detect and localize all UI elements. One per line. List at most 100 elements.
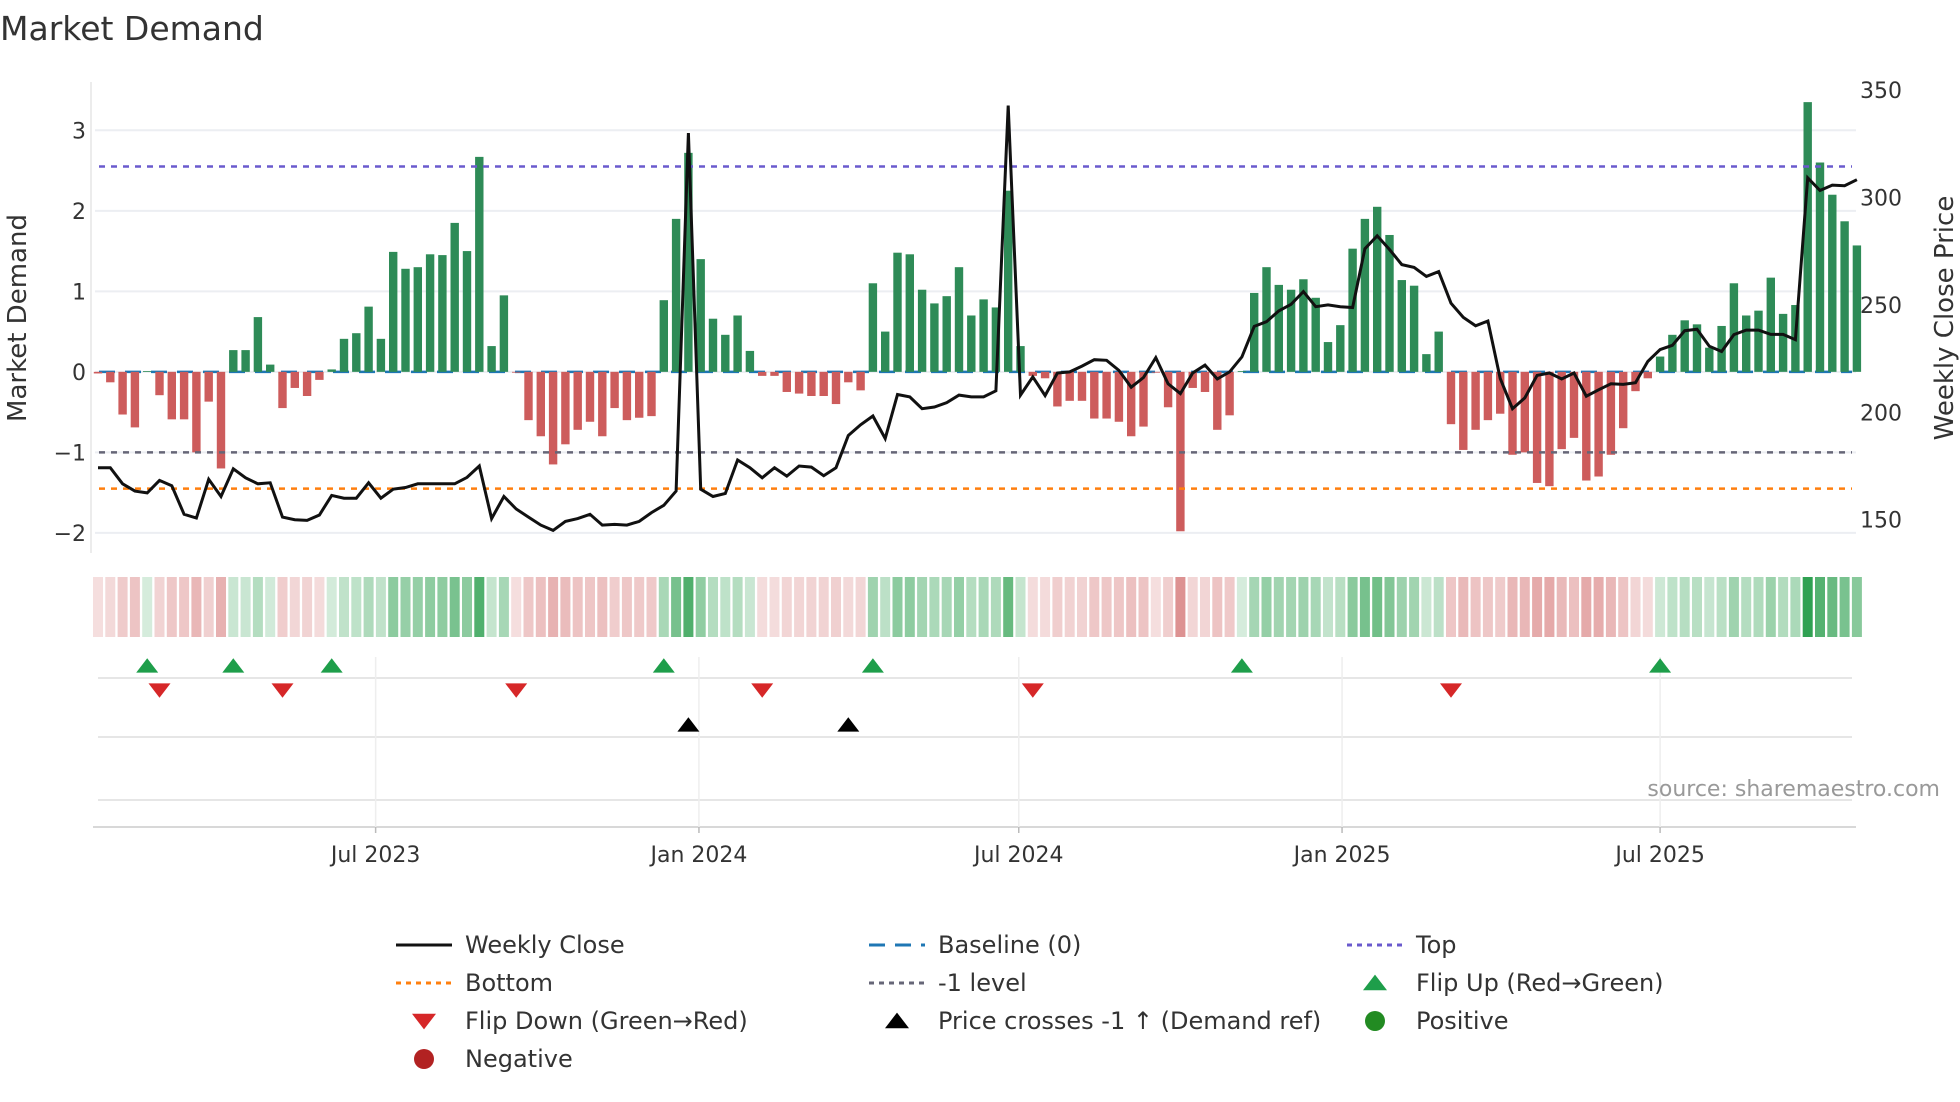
heatmap-cell [535,577,546,637]
demand-bar-negative [1619,371,1628,429]
demand-bar-negative [1188,371,1197,388]
heatmap-cell [929,577,940,637]
heatmap-cell [277,577,288,637]
x-tick-label: Jul 2025 [1613,843,1705,868]
weekly-close-polyline [98,105,1858,533]
heatmap-cell [462,577,472,637]
weekly-close-line [98,105,1858,533]
heatmap-cell [1003,577,1014,637]
heatmap-cell [1519,577,1530,637]
heatmap-cell [1310,577,1321,637]
demand-bar-negative [573,371,582,430]
heatmap-cell [1077,577,1087,637]
heatmap-cell [1421,577,1432,637]
heatmap-cell [1138,577,1149,637]
demand-bar-negative [1606,371,1616,455]
heatmap-cell [326,577,337,637]
demand-bar-positive [659,300,668,372]
heatmap-cell [1470,577,1481,637]
heatmap-cell [708,577,718,637]
demand-bar-negative [1090,371,1099,419]
demand-bar-positive [413,267,422,372]
heatmap-cell [781,577,792,637]
demand-bar-negative [1102,371,1111,419]
demand-bar-negative [1139,371,1148,427]
heatmap-cell [388,577,399,637]
heatmap-cell [867,577,878,637]
heatmap-cell [314,577,325,637]
heatmap-cell [1667,577,1678,637]
heatmap-cell [683,577,694,637]
heatmap-cell [572,577,583,637]
y2-tick-label: 150 [1860,509,1902,534]
heatmap-cell [1569,577,1579,637]
demand-bar-positive [1803,102,1812,372]
demand-bar-negative [1127,371,1136,437]
demand-bar-positive [1729,283,1739,372]
demand-bar-negative [315,371,324,380]
x-tick-label: Jul 2023 [329,843,421,868]
heatmap-cell [265,577,276,637]
heatmap-cell [769,577,780,637]
legend-item: Price crosses -1 ↑ (Demand ref) [885,1007,1321,1035]
demand-bar-positive [475,156,484,372]
heatmap-cell [498,577,509,637]
demand-bar-positive [327,369,336,372]
demand-bar-negative [118,371,127,415]
demand-bar-negative [1225,371,1234,416]
heatmap-cell [1409,577,1420,637]
heatmap-cell [252,577,263,637]
demand-bar-negative [93,371,103,374]
demand-bar-negative [856,371,865,391]
legend-label: Flip Down (Green→Red) [465,1007,748,1035]
demand-bar-positive [881,331,890,372]
marker-vertical-gridlines [93,657,1856,833]
heatmap-cell [412,577,423,637]
heatmap-cell [646,577,657,637]
heatmap-cell [744,577,755,637]
heatmap-cell [978,577,989,637]
legend-item: Bottom [396,969,553,997]
flip-up-marker [861,658,884,673]
heatmap-cell [1347,577,1358,637]
demand-bar-positive [954,267,964,372]
heatmap-cell [1015,577,1026,637]
demand-bar-positive [991,307,1001,372]
heatmap-cell [474,577,485,637]
flip-up-marker [136,658,159,673]
heatmap-cell [1113,577,1124,637]
demand-bar-positive [1323,342,1333,372]
heatmap-cell [1298,577,1309,637]
x-tick-labels: Jul 2023 Jan 2024 Jul 2024 Jan 2025 Jul 2025 [329,843,1705,868]
heatmap-cell [1630,577,1641,637]
demand-bar-negative [1643,371,1652,379]
legend-circle-icon [1365,1011,1385,1031]
demand-bar-negative [204,371,213,402]
heatmap-cell [302,577,313,637]
heatmap-cell [1323,577,1333,637]
demand-bar-positive [1004,190,1013,372]
demand-bar-positive [1385,234,1394,372]
demand-bar-positive [1397,280,1406,372]
demand-bar-positive [745,350,755,372]
legend-label: Top [1415,931,1457,959]
demand-bar-negative [1594,371,1603,477]
demand-bar-positive [1668,334,1677,372]
demand-bar-negative [1028,371,1037,376]
demand-bar-positive [1422,354,1431,372]
y2-tick-label: 200 [1860,401,1902,426]
legend-label: -1 level [938,969,1027,997]
demand-bar-negative [1446,371,1456,425]
heatmap-cell [990,577,1001,637]
heatmap-cell [1175,577,1186,637]
demand-bar-negative [794,371,804,394]
demand-bar-negative [1077,371,1087,401]
heatmap-cell [1384,577,1395,637]
heatmap-cell [695,577,706,637]
flip-up-marker [652,658,675,673]
heatmap-cell [1446,577,1456,637]
demand-bar-positive [462,251,472,372]
heatmap-cell [1212,577,1223,637]
heatmap-cell [1827,577,1838,637]
demand-bar-negative [819,371,828,396]
